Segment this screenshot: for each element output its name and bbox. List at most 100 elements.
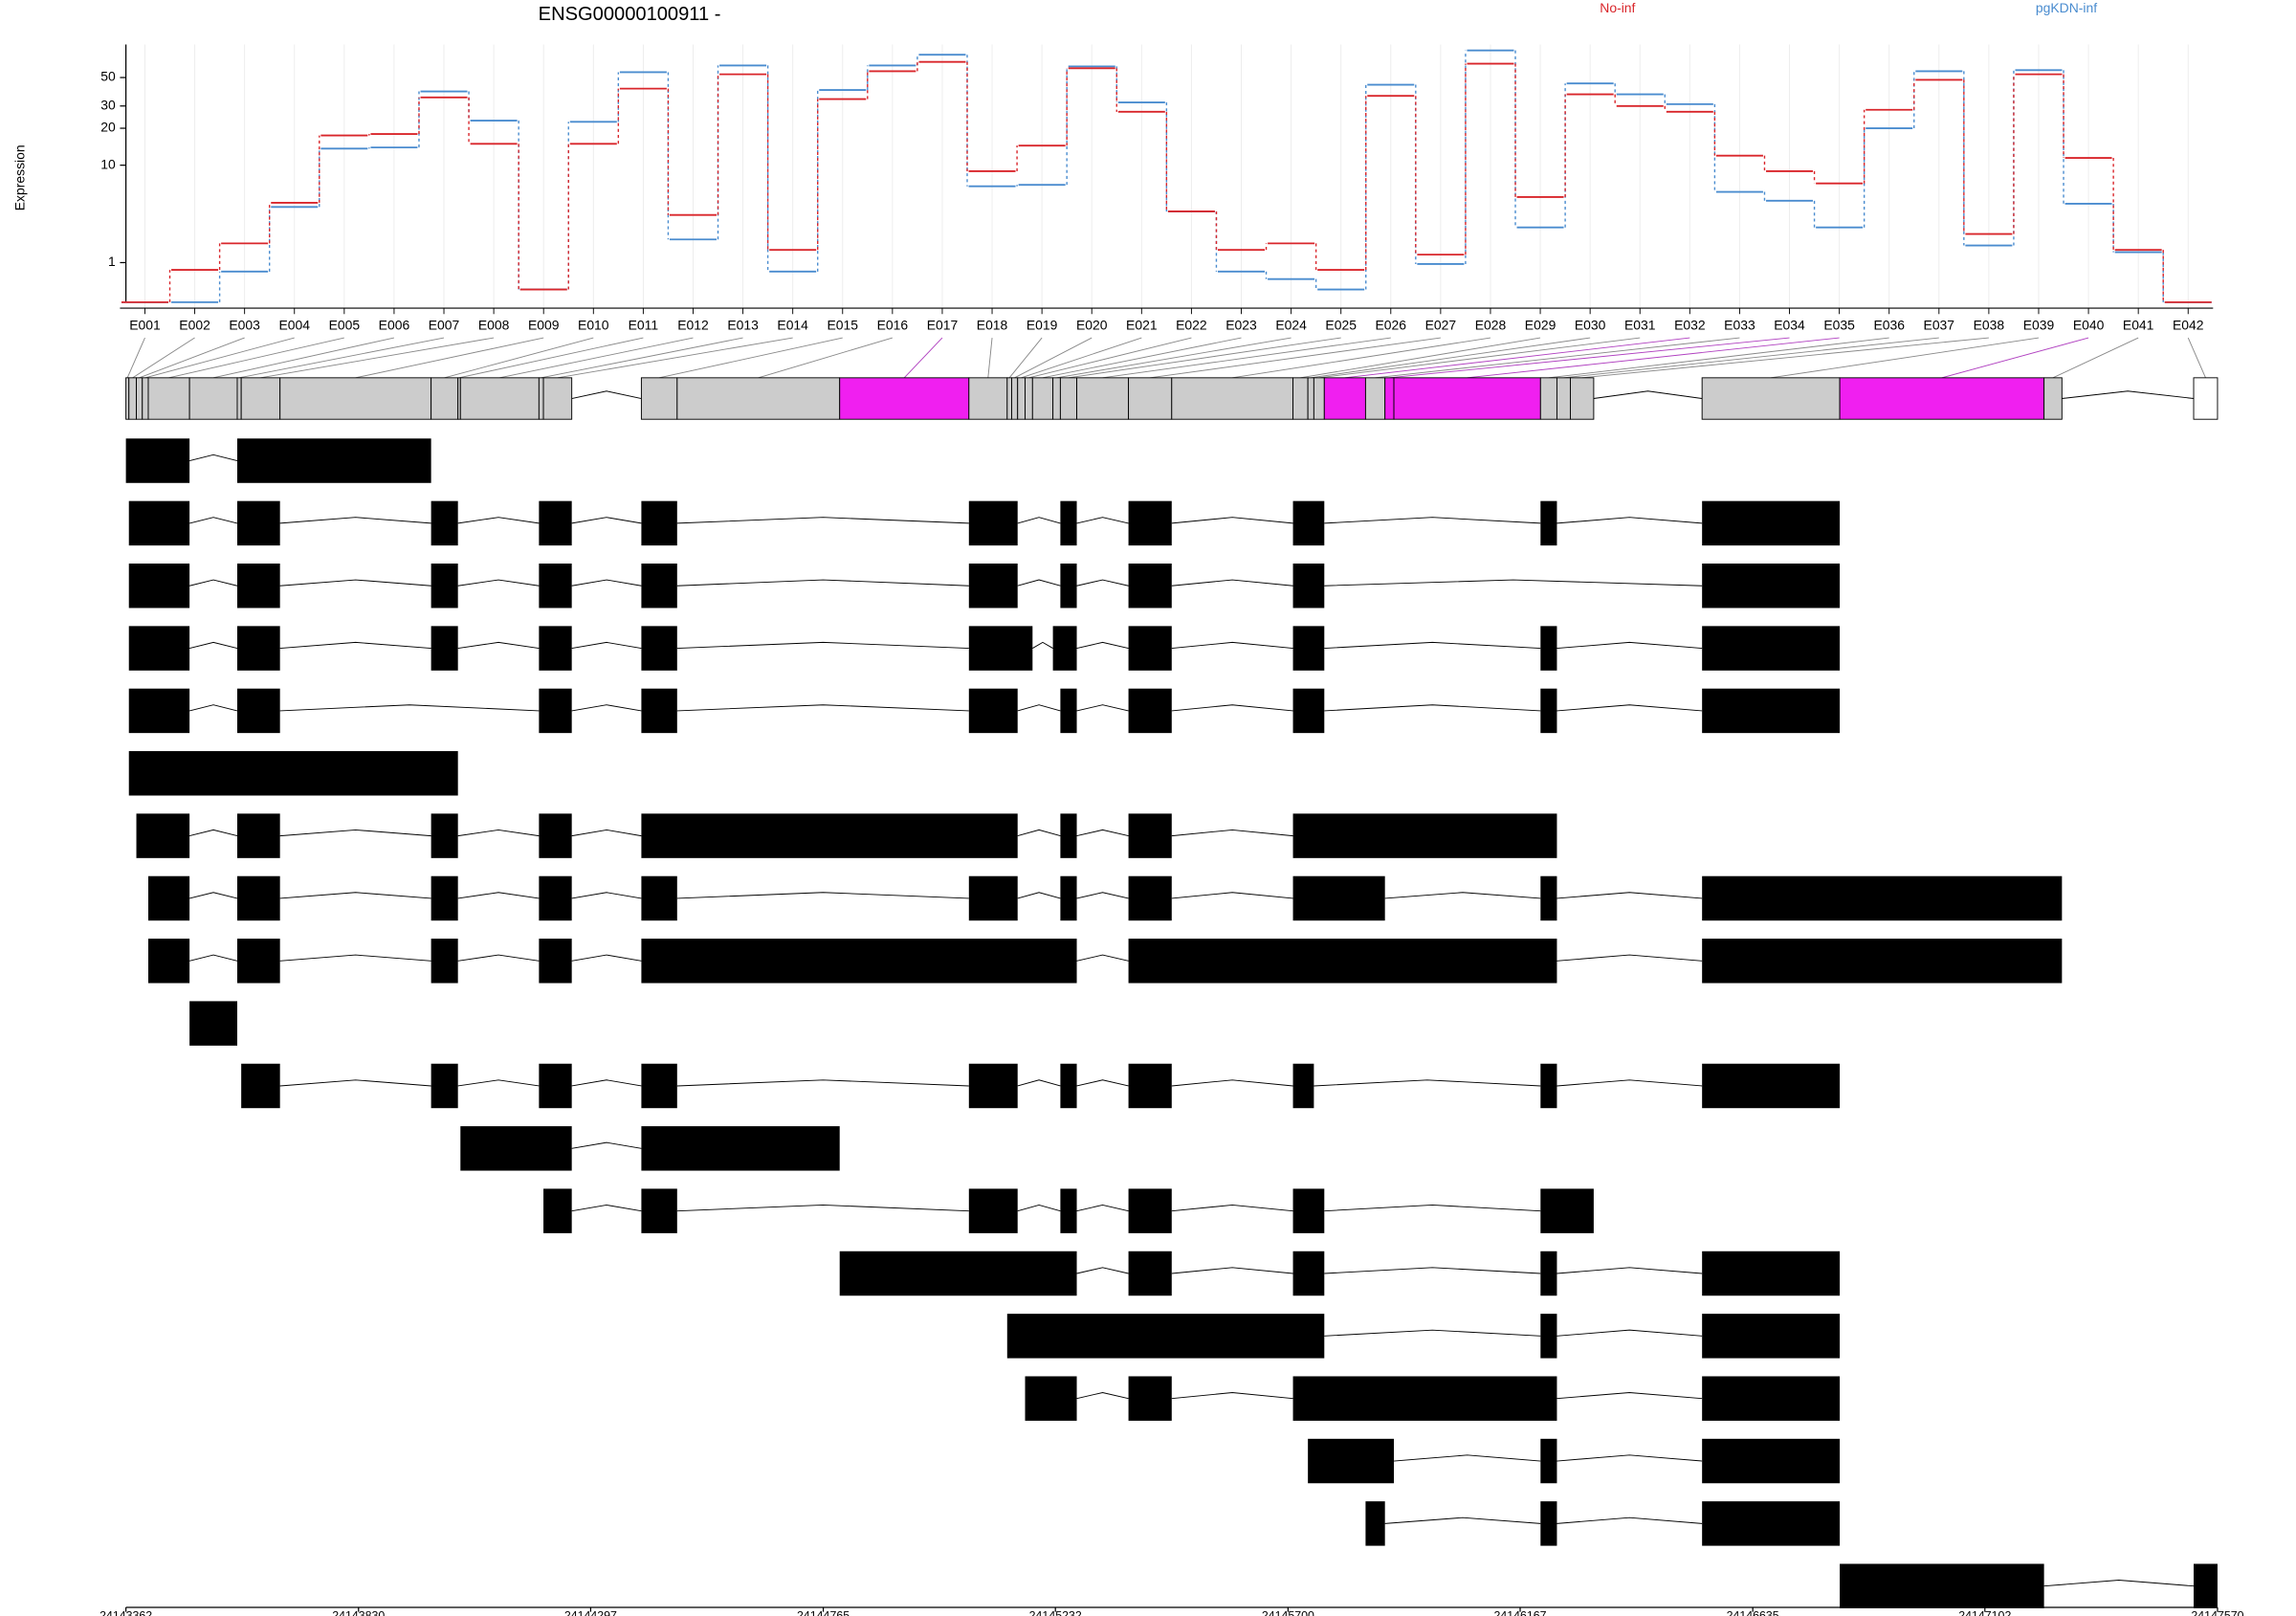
transcript-exon <box>430 564 458 609</box>
bin-link <box>144 337 295 379</box>
transcript-exon <box>641 1188 677 1233</box>
transcript-intron <box>279 704 540 712</box>
exon-bin <box>1364 377 1386 420</box>
exon-bin <box>1025 377 1033 420</box>
x-tick-label: E012 <box>677 317 709 332</box>
exon-bin <box>1556 377 1571 420</box>
transcript-intron <box>189 454 238 462</box>
transcript-exon <box>1540 500 1557 546</box>
x-tick-label: E001 <box>129 317 161 332</box>
transcript-intron <box>571 954 642 962</box>
exon-bin <box>279 377 432 420</box>
transcript-exon <box>539 939 572 984</box>
transcript-exon <box>1702 1314 1841 1359</box>
transcript-exon <box>641 500 677 546</box>
bin-link <box>1318 337 1641 379</box>
transcript-intron <box>1076 517 1129 524</box>
transcript-exon <box>1292 875 1385 921</box>
transcript-exon <box>1128 1063 1172 1109</box>
transcript-exon <box>968 626 1033 671</box>
genomic-tick-label: 24144297 <box>564 1609 617 1616</box>
exon-bin <box>1292 377 1309 420</box>
transcript-intron <box>571 1079 642 1087</box>
transcript-intron <box>1017 704 1061 712</box>
transcript-intron <box>571 1204 642 1212</box>
x-tick-label: E014 <box>777 317 808 332</box>
x-tick-label: E010 <box>578 317 609 332</box>
transcript-intron <box>1384 1516 1541 1524</box>
transcript-exon <box>236 688 280 734</box>
transcript-intron <box>1076 704 1129 712</box>
x-tick-label: E026 <box>1376 317 1407 332</box>
transcript-intron <box>1017 1079 1061 1087</box>
transcript-intron <box>1171 704 1293 712</box>
x-tick-label: E029 <box>1525 317 1556 332</box>
transcript-intron <box>1324 517 1541 524</box>
legend-label: pgKDN-inf <box>2036 0 2097 15</box>
bin-link <box>444 337 594 379</box>
exon-bin <box>1313 377 1325 420</box>
x-tick-label: E024 <box>1275 317 1307 332</box>
transcript-exon <box>189 1001 237 1046</box>
x-tick-label: E004 <box>278 317 310 332</box>
transcript-exon <box>641 1126 840 1171</box>
exon-bin <box>1031 377 1054 420</box>
transcript-intron <box>1556 954 1703 962</box>
transcript-exon <box>968 875 1018 921</box>
exon-bin <box>1539 377 1557 420</box>
transcript-intron <box>1076 892 1129 899</box>
x-tick-label: E008 <box>478 317 510 332</box>
transcript-exon <box>1006 1314 1325 1359</box>
transcript-exon <box>1702 1376 1841 1421</box>
x-tick-label: E016 <box>877 317 909 332</box>
exon-bin <box>136 377 144 420</box>
transcript-exon <box>1128 500 1172 546</box>
transcript-exon <box>236 626 280 671</box>
transcript-intron <box>189 829 238 837</box>
x-tick-label: E027 <box>1425 317 1457 332</box>
x-tick-label: E030 <box>1575 317 1606 332</box>
transcript-intron <box>571 517 642 524</box>
bin-link <box>1563 337 1939 379</box>
transcript-exon <box>1128 1188 1172 1233</box>
transcript-intron <box>1171 579 1293 587</box>
x-tick-label: E005 <box>329 317 361 332</box>
transcript-exon <box>539 688 572 734</box>
x-tick-label: E019 <box>1027 317 1058 332</box>
transcript-intron <box>676 579 969 587</box>
transcript-intron <box>2043 1580 2195 1587</box>
transcript-exon <box>1128 939 1557 984</box>
exon-bin <box>2193 377 2219 420</box>
y-axis-label: Expression <box>11 144 27 210</box>
bin-link <box>1548 337 1889 379</box>
bin-link <box>1150 337 1441 379</box>
bin-link <box>132 337 195 379</box>
transcript-exon <box>128 500 190 546</box>
x-tick-label: E002 <box>179 317 210 332</box>
transcript-exon <box>1292 1063 1314 1109</box>
x-tick-label: E034 <box>1774 317 1805 332</box>
transcript-intron <box>1324 579 1703 587</box>
genomic-tick-label: 24143362 <box>99 1609 152 1616</box>
transcript-exon <box>539 626 572 671</box>
exon-bin <box>1171 377 1294 420</box>
x-tick-label: E018 <box>977 317 1008 332</box>
transcript-intron <box>676 892 969 899</box>
transcript-exon <box>128 688 190 734</box>
transcript-intron <box>189 892 238 899</box>
transcript-exon <box>430 939 458 984</box>
x-tick-label: E033 <box>1724 317 1755 332</box>
transcript-exon <box>1292 1376 1557 1421</box>
transcript-exon <box>539 875 572 921</box>
transcript-intron <box>1017 829 1061 837</box>
transcript-intron <box>1017 579 1061 587</box>
bin-link <box>212 337 395 379</box>
transcript-intron <box>1556 1267 1703 1274</box>
transcript-intron <box>1171 892 1293 899</box>
transcript-exon <box>1540 1188 1594 1233</box>
transcript-exon <box>2194 1563 2218 1608</box>
transcript-intron <box>1556 1079 1703 1087</box>
bin-link <box>1311 337 1591 379</box>
